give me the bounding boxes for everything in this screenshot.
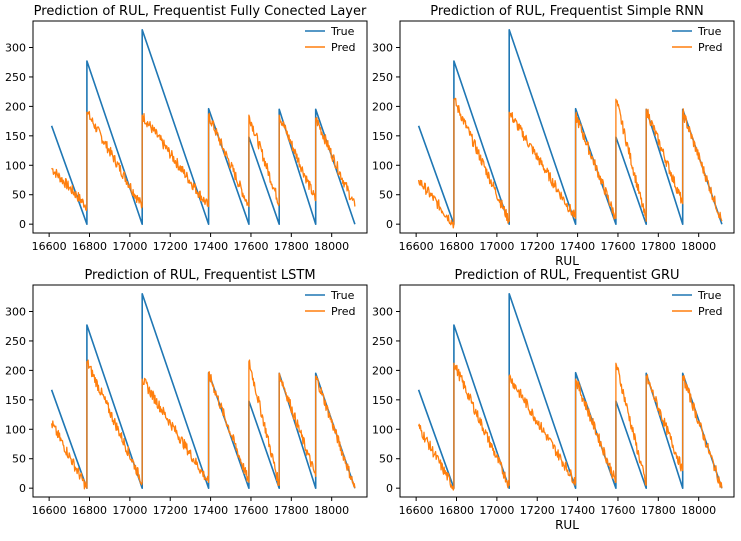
y-tick-label: 250 [372, 335, 393, 348]
x-tick-label: 17600 [233, 504, 268, 517]
y-tick-label: 150 [5, 130, 26, 143]
series-line-pred [51, 110, 356, 212]
y-tick-label: 250 [5, 71, 26, 84]
series-line-pred [417, 362, 723, 491]
x-axis-label: RUL [555, 518, 579, 532]
x-tick-label: 16600 [32, 504, 67, 517]
x-tick-label: 17600 [233, 240, 268, 253]
legend: True Pred [305, 289, 355, 318]
y-tick-label: 250 [5, 335, 26, 348]
y-tick-label: 100 [372, 423, 393, 436]
y-tick-label: 200 [372, 100, 393, 113]
x-tick-label: 18000 [681, 504, 716, 517]
axes-frame [399, 284, 735, 498]
axes-frame [399, 20, 735, 234]
x-tick-label: 17800 [274, 240, 309, 253]
x-tick-label: 18000 [314, 240, 349, 253]
y-tick-label: 100 [372, 159, 393, 172]
y-tick-label: 0 [19, 218, 26, 231]
legend-label-pred: Pred [331, 41, 355, 54]
legend-label-true: True [697, 25, 722, 38]
y-tick-label: 300 [372, 306, 393, 319]
x-tick-label: 16600 [399, 504, 434, 517]
legend-label-pred: Pred [698, 305, 722, 318]
y-tick-label: 100 [5, 423, 26, 436]
x-tick-label: 18000 [314, 504, 349, 517]
legend-label-pred: Pred [698, 41, 722, 54]
y-tick-label: 250 [372, 71, 393, 84]
x-tick-label: 17400 [560, 240, 595, 253]
chart-title: Prediction of RUL, Frequentist Simple RN… [430, 4, 703, 19]
x-tick-label: 17000 [479, 504, 514, 517]
x-tick-label: 16800 [72, 504, 107, 517]
x-tick-label: 16800 [72, 240, 107, 253]
chart-title: Prediction of RUL, Frequentist Fully Con… [34, 4, 367, 19]
y-tick-label: 150 [5, 394, 26, 407]
series-line-true [50, 29, 356, 225]
x-tick-label: 17800 [641, 240, 676, 253]
legend-label-pred: Pred [331, 305, 355, 318]
legend: True Pred [672, 25, 722, 54]
y-tick-label: 0 [386, 218, 393, 231]
x-tick-label: 16600 [32, 240, 67, 253]
y-tick-label: 50 [12, 189, 26, 202]
legend-label-true: True [330, 289, 355, 302]
legend: True Pred [672, 289, 722, 318]
series-line-pred [50, 359, 356, 490]
chart-panel-4: 16600 16800 17000 17200 17400 17600 17800 18000… [372, 268, 735, 532]
y-tick-label: 50 [12, 453, 26, 466]
series-line-true [417, 293, 723, 489]
y-tick-label: 200 [372, 364, 393, 377]
x-tick-label: 17200 [153, 240, 188, 253]
x-tick-label: 17600 [600, 240, 635, 253]
y-tick-label: 0 [19, 482, 26, 495]
x-tick-label: 17600 [600, 504, 635, 517]
chart-panel-1: 16600 16800 17000 17200 17400 17600 17800 18000… [5, 4, 368, 253]
axes-frame [32, 20, 368, 234]
y-tick-label: 50 [379, 453, 393, 466]
y-tick-label: 50 [379, 189, 393, 202]
axes-frame [32, 284, 368, 498]
x-tick-label: 17000 [112, 240, 147, 253]
legend: True Pred [305, 25, 355, 54]
legend-label-true: True [697, 289, 722, 302]
x-tick-label: 16600 [399, 240, 434, 253]
series-line-true [417, 29, 723, 225]
x-axis-label: RUL [555, 254, 579, 268]
y-tick-label: 300 [5, 42, 26, 55]
chart-panel-2: 16600 16800 17000 17200 17400 17600 17800 18000… [372, 4, 735, 268]
y-tick-label: 300 [372, 42, 393, 55]
chart-title: Prediction of RUL, Frequentist GRU [454, 268, 679, 283]
y-tick-label: 150 [372, 394, 393, 407]
x-tick-label: 16800 [439, 504, 474, 517]
y-tick-label: 300 [5, 306, 26, 319]
x-tick-label: 17200 [520, 240, 555, 253]
y-tick-label: 100 [5, 159, 26, 172]
x-tick-label: 17000 [479, 240, 514, 253]
x-tick-label: 17200 [153, 504, 188, 517]
legend-label-true: True [330, 25, 355, 38]
series-line-pred [417, 97, 723, 229]
chart-title: Prediction of RUL, Frequentist LSTM [84, 268, 315, 283]
x-tick-label: 17800 [641, 504, 676, 517]
y-tick-label: 150 [372, 130, 393, 143]
x-tick-label: 17200 [520, 504, 555, 517]
x-tick-label: 17400 [193, 240, 228, 253]
x-tick-label: 16800 [439, 240, 474, 253]
y-tick-label: 0 [386, 482, 393, 495]
x-tick-label: 17400 [193, 504, 228, 517]
x-tick-label: 17800 [274, 504, 309, 517]
y-tick-label: 200 [5, 100, 26, 113]
y-tick-label: 200 [5, 364, 26, 377]
x-tick-label: 17400 [560, 504, 595, 517]
x-tick-label: 18000 [681, 240, 716, 253]
x-tick-label: 17000 [112, 504, 147, 517]
chart-panel-3: 16600 16800 17000 17200 17400 17600 17800 18000… [5, 268, 368, 517]
